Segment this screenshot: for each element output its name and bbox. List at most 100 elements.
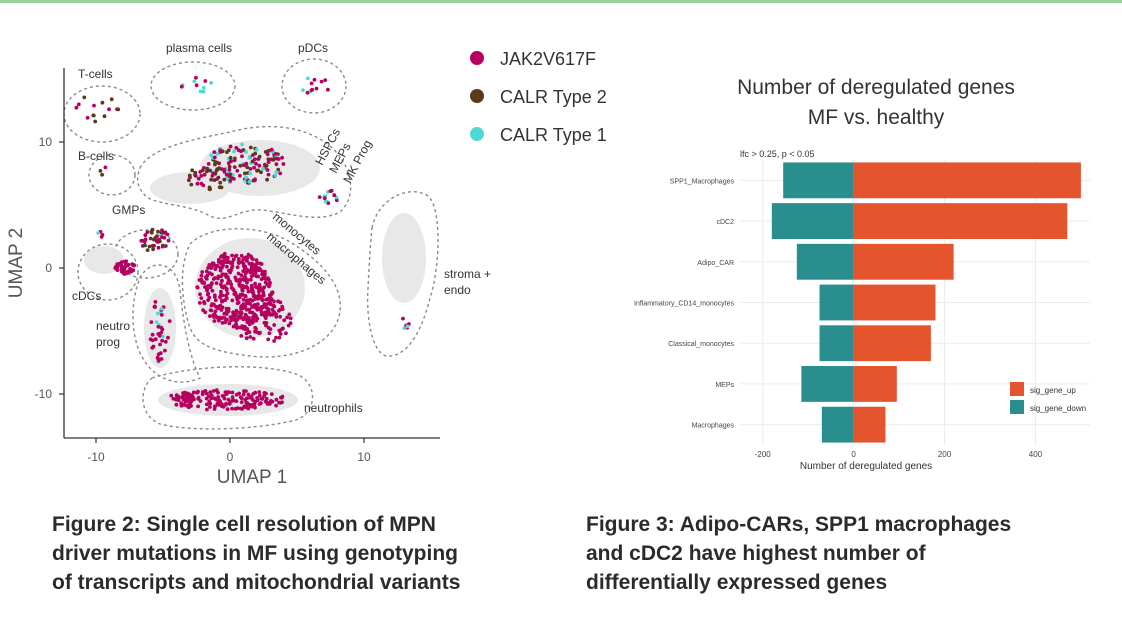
umap-point [248,277,253,282]
umap-point [244,326,249,331]
umap-point [192,79,197,84]
umap-point [261,166,265,171]
bar-sig_gene_down [819,325,854,362]
umap-point [277,335,282,340]
umap-point [274,397,279,402]
umap-point [208,405,212,409]
umap-point [230,395,235,400]
bar-chart-annotation: lfc > 0.25, p < 0.05 [740,149,815,159]
umap-point [246,252,251,257]
umap-point [159,330,164,335]
umap-point [150,243,155,248]
umap-point [196,176,201,181]
umap-point [229,268,233,273]
umap-point [163,348,167,353]
umap-point [309,81,314,86]
umap-point [206,266,211,270]
umap-point [225,308,230,312]
umap-point [287,312,292,317]
umap-point [237,316,242,320]
umap-point [154,320,159,324]
umap-point [243,313,248,318]
umap-point [310,87,315,92]
umap-point [228,144,233,149]
umap-point [202,280,206,285]
umap-point [237,283,242,288]
umap-point [256,285,260,289]
umap-point [228,155,233,160]
umap-point [121,270,126,275]
umap-point [234,392,239,397]
umap-point [102,114,107,119]
umap-point [160,327,165,332]
bar-sig_gene_up [853,284,936,321]
umap-point [274,170,279,174]
umap-point [244,175,249,180]
umap-point [163,244,168,248]
umap-y-ticks [59,141,64,395]
umap-point [234,318,239,322]
umap-point [216,304,221,309]
umap-point [85,115,90,120]
umap-point [278,332,283,336]
umap-point [183,390,187,395]
umap-point [238,277,242,282]
umap-point [142,243,147,248]
umap-point [259,170,263,175]
umap-point [269,392,274,396]
umap-point [205,288,209,293]
umap-point [259,312,264,317]
umap-point [122,259,127,264]
cluster-label: neutrophils [304,401,363,415]
umap-point [243,267,247,271]
umap-point [248,335,253,339]
umap-point [266,148,271,153]
bar-marks [771,162,1081,443]
umap-point [253,325,258,330]
figure2-caption-line: Figure 2: Single cell resolution of MPN [52,513,436,536]
umap-point [230,264,235,268]
umap-point [201,89,206,94]
umap-point [222,284,227,289]
umap-point [240,154,244,159]
umap-point [247,261,252,266]
umap-point [103,165,108,170]
umap-point [263,311,267,316]
umap-point [238,163,243,168]
umap-point [230,406,235,411]
umap-point [255,267,259,272]
umap-point [223,390,228,395]
bar-sig_gene_down [819,284,854,321]
umap-point [235,265,240,270]
umap-point [218,265,223,270]
umap-point [241,392,246,397]
umap-point [334,198,339,203]
umap-point [159,357,164,361]
umap-point [262,303,267,308]
umap-point [76,102,81,107]
umap-point [167,319,172,323]
legend-label-jak2: JAK2V617F [500,49,596,69]
umap-point [247,316,251,320]
umap-point [202,172,207,177]
bar-sig_gene_down [783,162,854,199]
umap-point [199,174,204,178]
umap-point [155,234,159,239]
umap-xtick-label: 0 [227,450,234,464]
umap-point [200,390,205,394]
umap-point [262,394,266,398]
bar-sig_gene_up [853,406,886,443]
umap-point [185,396,189,400]
umap-point [227,321,232,326]
bar-sig_gene_down [821,406,854,443]
umap-point [274,162,279,167]
umap-point [113,266,118,271]
umap-point [156,229,160,234]
umap-point [245,286,250,291]
umap-point [213,309,218,314]
umap-point [219,274,223,279]
umap-point [198,292,202,297]
umap-point [122,265,127,270]
umap-point [273,173,278,178]
umap-point [91,113,96,118]
